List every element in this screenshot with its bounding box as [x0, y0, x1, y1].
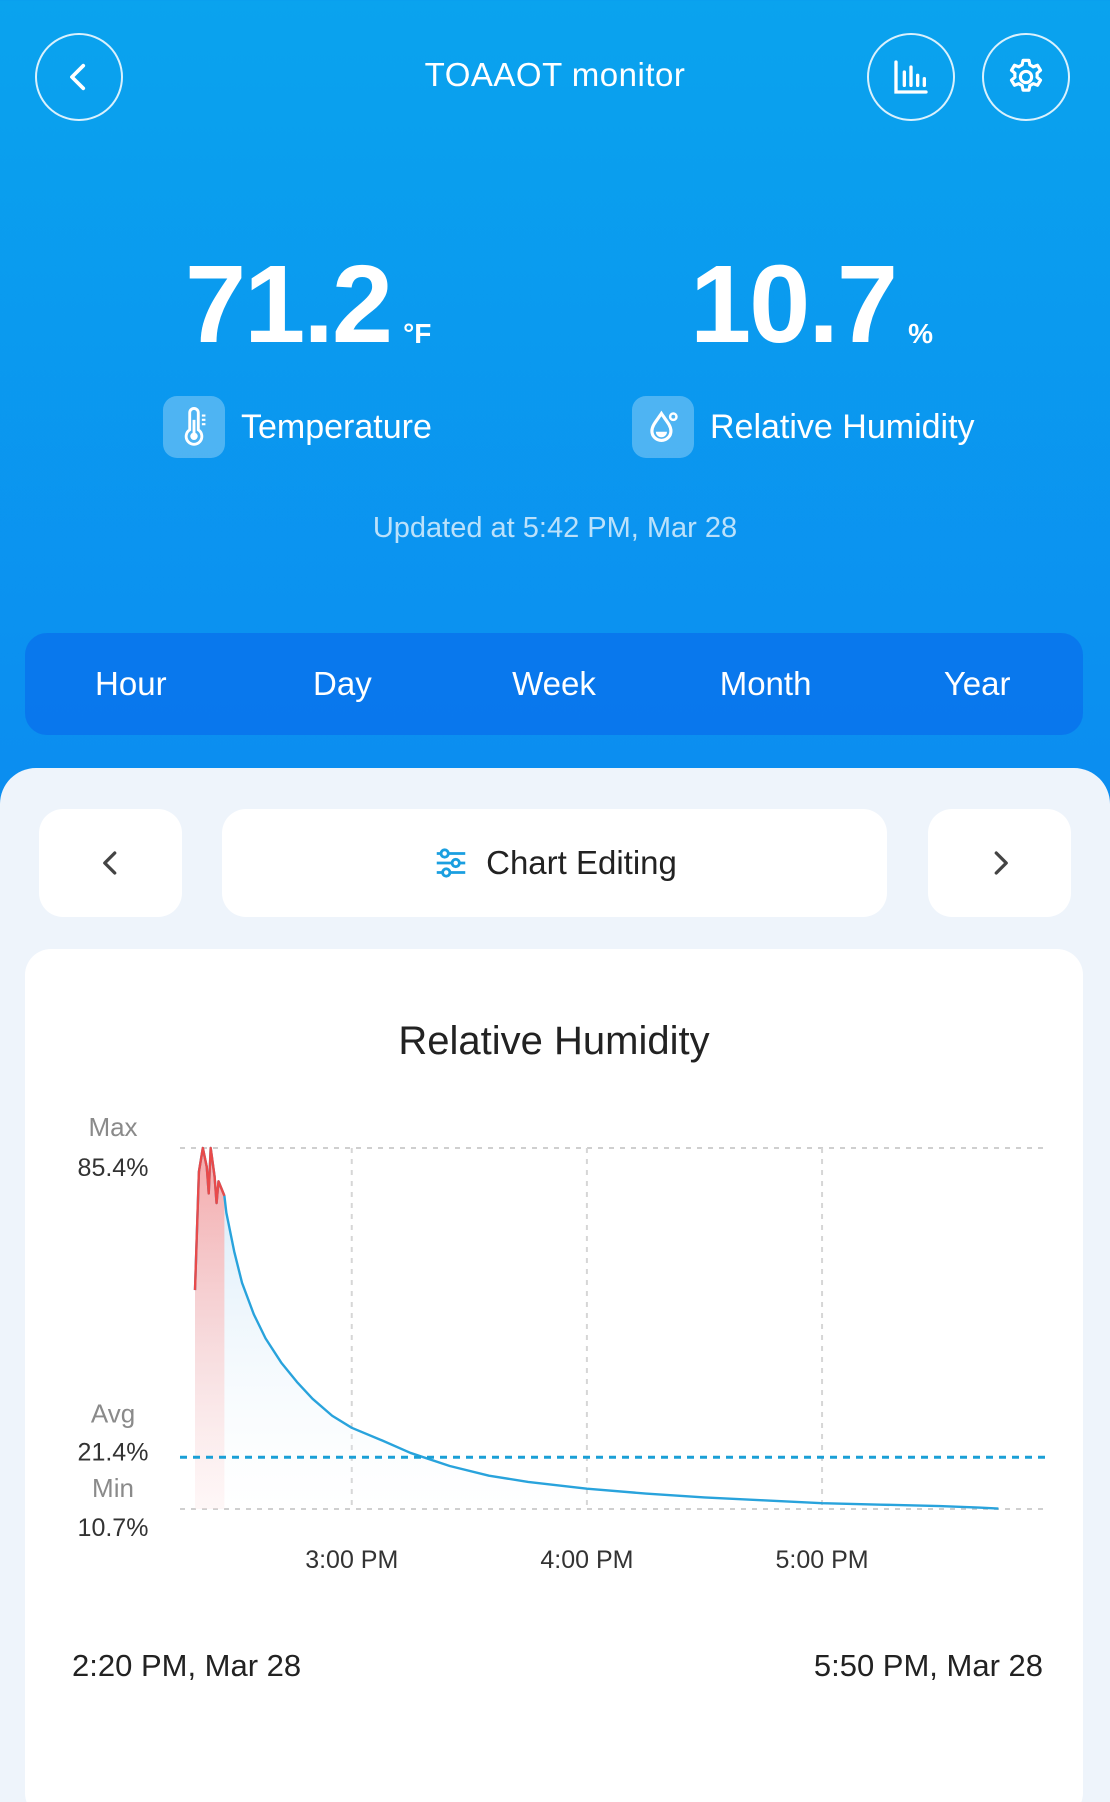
x-tick-label: 5:00 PM — [775, 1546, 868, 1574]
tab-week[interactable]: Week — [512, 665, 596, 702]
range-start-label: 2:20 PM, Mar 28 — [72, 1648, 302, 1683]
chevron-left-icon — [102, 851, 116, 875]
period-tabs: Hour Day Week Month Year — [25, 633, 1083, 735]
chart-editing-label: Chart Editing — [486, 844, 677, 881]
humidity-label: Relative Humidity — [632, 396, 975, 458]
humidity-label-text: Relative Humidity — [710, 407, 975, 446]
max-label: Max — [88, 1112, 137, 1142]
temperature-value: 71.2 — [185, 243, 393, 366]
x-tick-label: 4:00 PM — [540, 1546, 633, 1574]
thermometer-icon — [163, 396, 225, 458]
gear-icon — [1009, 58, 1043, 92]
x-tick-label: 3:00 PM — [305, 1546, 398, 1574]
temperature-unit: °F — [403, 318, 432, 349]
chart-card: Relative Humidity 3:00 PM 4:00 PM 5:00 PM M… — [25, 949, 1083, 1802]
peak-line — [193, 1146, 226, 1291]
page-title: TOAAOT monitor — [424, 56, 686, 93]
temperature-reading: 71.2 °F — [185, 250, 431, 360]
humidity-chart: 3:00 PM 4:00 PM 5:00 PM Max 85.4% Avg 21.4% Min… — [78, 1112, 1048, 1574]
tab-hour[interactable]: Hour — [95, 665, 167, 702]
humidity-area — [195, 1148, 999, 1509]
chart-editing-button[interactable]: Chart Editing — [222, 809, 887, 917]
humidity-value: 10.7 — [690, 243, 898, 366]
header: TOAAOT monitor — [0, 0, 1110, 160]
settings-button[interactable] — [982, 33, 1070, 121]
max-value: 85.4% — [78, 1154, 149, 1182]
chevron-right-icon — [994, 851, 1008, 875]
avg-value: 21.4% — [78, 1438, 149, 1466]
temperature-label: Temperature — [163, 396, 432, 458]
back-button[interactable] — [35, 33, 123, 121]
humidity-reading: 10.7 % — [690, 250, 933, 360]
range-end-label: 5:50 PM, Mar 28 — [813, 1648, 1043, 1683]
statistics-button[interactable] — [867, 33, 955, 121]
humidity-unit: % — [908, 318, 933, 349]
temperature-label-text: Temperature — [241, 407, 432, 446]
chevron-left-icon — [70, 63, 86, 91]
tab-day[interactable]: Day — [313, 665, 372, 702]
tab-month[interactable]: Month — [719, 665, 812, 702]
sliders-icon — [436, 848, 466, 878]
bar-chart-icon — [894, 60, 928, 94]
water-drop-icon — [632, 396, 694, 458]
previous-range-button[interactable] — [39, 809, 182, 917]
updated-timestamp: Updated at 5:42 PM, Mar 28 — [372, 512, 738, 544]
avg-label: Avg — [91, 1398, 135, 1428]
min-value: 10.7% — [78, 1514, 149, 1542]
next-range-button[interactable] — [928, 809, 1071, 917]
chart-title: Relative Humidity — [398, 1019, 710, 1063]
chart-panel: Chart Editing Relative Humidity 3:00 PM 4… — [0, 768, 1110, 1802]
peak-area — [195, 1148, 225, 1509]
tab-year[interactable]: Year — [943, 665, 1011, 702]
min-label: Min — [92, 1473, 134, 1503]
